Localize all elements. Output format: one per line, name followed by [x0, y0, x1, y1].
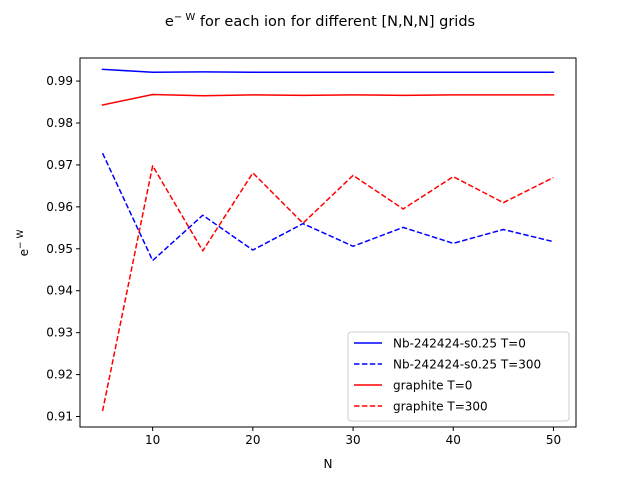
series-line: [101, 165, 554, 412]
y-tick-label: 0.94: [46, 284, 73, 298]
series-line: [101, 93, 555, 106]
y-tick-label: 0.93: [46, 326, 73, 340]
x-tick-label: 50: [546, 433, 561, 447]
chart-title-prefix: e: [165, 14, 174, 30]
y-tick-label: 0.92: [46, 368, 73, 382]
y-axis-label-base: e: [17, 249, 31, 256]
series-lines: [101, 68, 555, 412]
y-axis-label-superscript: − W: [16, 230, 26, 249]
x-tick-label: 30: [345, 433, 360, 447]
y-tick-label: 0.98: [46, 116, 73, 130]
legend-box: [347, 331, 570, 422]
y-tick-label: 0.99: [46, 74, 73, 88]
legend-label: graphite T=0: [393, 379, 472, 393]
series-line: [101, 152, 554, 262]
legend-label: Nb-242424-s0.25 T=0: [393, 337, 526, 351]
y-axis-label: e− W: [16, 230, 31, 257]
y-tick-label: 0.95: [46, 242, 73, 256]
axis-ticks: 10 20 30 40 50 0.91 0.92 0.93 0.94 0.95 0.96 0.97 0.…: [46, 74, 561, 447]
legend: Nb-242424-s0.25 T=0 Nb-242424-s0.25 T=300…: [347, 331, 570, 422]
y-tick-label: 0.96: [46, 200, 73, 214]
x-tick-label: 20: [245, 433, 260, 447]
chart-title-suffix: for each ion for different [N,N,N] grids: [195, 14, 475, 30]
chart-title-superscript: − W: [174, 12, 196, 23]
x-tick-label: 40: [446, 433, 461, 447]
y-tick-label: 0.91: [46, 410, 73, 424]
x-axis-label: N: [324, 457, 333, 471]
chart-title: e− W for each ion for different [N,N,N] …: [165, 12, 475, 30]
series-line: [101, 68, 555, 74]
legend-label: Nb-242424-s0.25 T=300: [393, 358, 541, 372]
y-tick-label: 0.97: [46, 158, 73, 172]
legend-label: graphite T=300: [393, 400, 488, 414]
x-tick-label: 10: [145, 433, 160, 447]
